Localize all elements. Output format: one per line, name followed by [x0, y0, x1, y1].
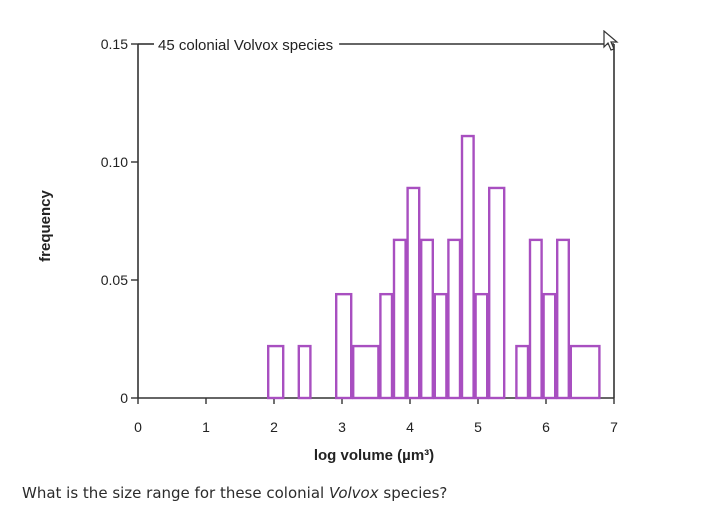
histogram-bar — [515, 344, 530, 400]
histogram-bars — [267, 134, 601, 400]
histogram-bar — [433, 292, 448, 400]
question-text-end: species? — [378, 484, 448, 502]
histogram-bar — [447, 238, 462, 400]
y-tick-label: 0.10 — [101, 154, 128, 170]
histogram-bar — [392, 238, 407, 400]
tick-labels: 0 0.05 0.10 0.15 0 1 2 3 4 5 6 7 — [101, 36, 618, 435]
histogram-bar — [267, 344, 285, 400]
x-tick-label: 0 — [134, 419, 142, 435]
chart-title: 45 colonial Volvox species — [158, 37, 333, 54]
x-tick-label: 4 — [406, 419, 414, 435]
histogram-bar — [460, 134, 475, 400]
histogram-bar — [420, 238, 435, 400]
histogram-bar — [528, 238, 543, 400]
histogram-bar — [542, 292, 557, 400]
question-species-name: Volvox — [328, 484, 379, 502]
histogram-bar — [379, 292, 394, 400]
x-tick-label: 5 — [474, 419, 482, 435]
x-tick-label: 7 — [610, 419, 618, 435]
histogram-bar — [335, 292, 353, 400]
y-tick-label: 0.15 — [101, 36, 128, 52]
histogram-bar — [406, 186, 421, 400]
question-text: What is the size range for these colonia… — [22, 484, 447, 502]
mouse-cursor-icon — [603, 30, 619, 51]
y-tick-label: 0 — [120, 390, 128, 406]
x-tick-label: 6 — [542, 419, 550, 435]
histogram-bar — [569, 344, 601, 400]
histogram-bar — [488, 186, 506, 400]
x-tick-label: 3 — [338, 419, 346, 435]
histogram-bar — [352, 344, 380, 400]
histogram-bar — [556, 238, 571, 400]
x-tick-label: 1 — [202, 419, 210, 435]
histogram-bar — [474, 292, 489, 400]
x-tick-label: 2 — [270, 419, 278, 435]
x-axis-label: log volume (µm³) — [314, 447, 434, 464]
y-tick-label: 0.05 — [101, 272, 128, 288]
y-axis-label: frequency — [37, 190, 54, 262]
histogram-chart: 0 0.05 0.10 0.15 0 1 2 3 4 5 6 7 45 colonial Volvox… — [37, 36, 618, 464]
question-text-start: What is the size range for these colonia… — [22, 484, 329, 502]
histogram-bar — [297, 344, 312, 400]
